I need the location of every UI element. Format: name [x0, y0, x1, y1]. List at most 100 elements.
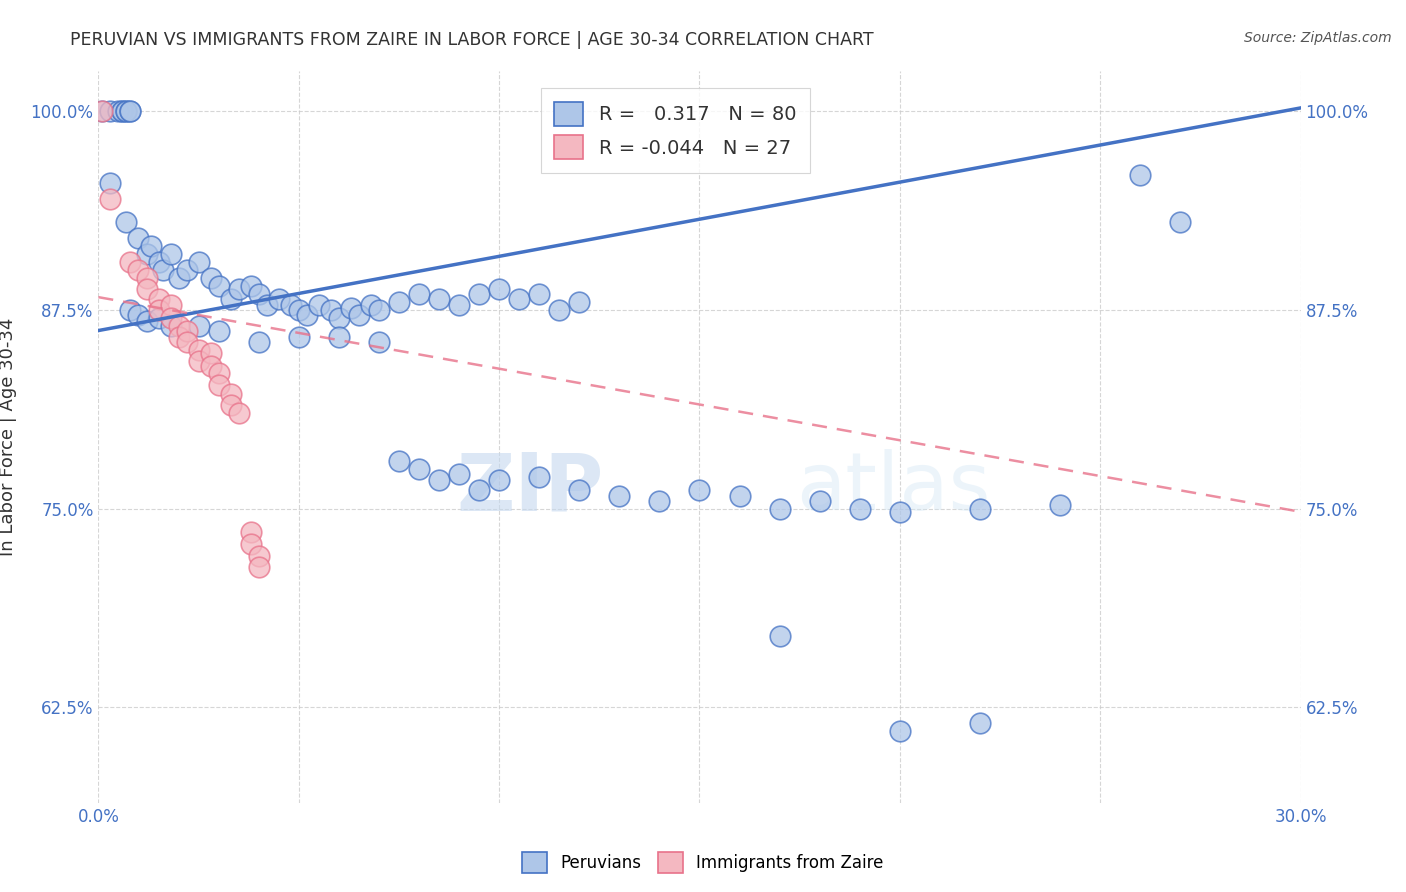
- Point: [159, 310, 181, 325]
- Legend: R =   0.317   N = 80, R = -0.044   N = 27: R = 0.317 N = 80, R = -0.044 N = 27: [541, 88, 810, 173]
- Point: [889, 724, 911, 739]
- Point: [808, 493, 831, 508]
- Point: [148, 310, 170, 325]
- Point: [135, 271, 157, 285]
- Point: [239, 279, 262, 293]
- Point: [152, 263, 174, 277]
- Point: [115, 215, 138, 229]
- Point: [200, 271, 222, 285]
- Point: [100, 176, 122, 190]
- Legend: Peruvians, Immigrants from Zaire: Peruvians, Immigrants from Zaire: [516, 846, 890, 880]
- Point: [288, 302, 311, 317]
- Point: [239, 536, 262, 550]
- Point: [568, 483, 591, 497]
- Point: [529, 287, 551, 301]
- Point: [208, 279, 231, 293]
- Point: [568, 294, 591, 309]
- Point: [115, 104, 138, 119]
- Point: [1129, 168, 1152, 182]
- Point: [187, 318, 209, 333]
- Point: [120, 104, 142, 119]
- Point: [187, 343, 209, 357]
- Point: [388, 454, 411, 468]
- Point: [100, 104, 122, 119]
- Point: [508, 292, 530, 306]
- Point: [159, 318, 181, 333]
- Point: [1049, 499, 1071, 513]
- Point: [488, 282, 510, 296]
- Point: [219, 387, 242, 401]
- Text: atlas: atlas: [796, 450, 990, 527]
- Point: [427, 292, 450, 306]
- Point: [347, 308, 370, 322]
- Point: [769, 501, 792, 516]
- Point: [135, 247, 157, 261]
- Point: [609, 489, 631, 503]
- Point: [468, 483, 491, 497]
- Point: [111, 104, 134, 119]
- Point: [135, 314, 157, 328]
- Point: [228, 282, 250, 296]
- Point: [208, 367, 231, 381]
- Text: PERUVIAN VS IMMIGRANTS FROM ZAIRE IN LABOR FORCE | AGE 30-34 CORRELATION CHART: PERUVIAN VS IMMIGRANTS FROM ZAIRE IN LAB…: [70, 31, 875, 49]
- Point: [128, 231, 150, 245]
- Text: Source: ZipAtlas.com: Source: ZipAtlas.com: [1244, 31, 1392, 45]
- Point: [360, 298, 382, 312]
- Point: [120, 104, 142, 119]
- Point: [148, 292, 170, 306]
- Point: [328, 330, 350, 344]
- Point: [167, 318, 190, 333]
- Point: [247, 334, 270, 349]
- Point: [200, 359, 222, 373]
- Point: [256, 298, 278, 312]
- Point: [969, 716, 991, 731]
- Point: [139, 239, 162, 253]
- Point: [176, 334, 198, 349]
- Point: [239, 525, 262, 540]
- Point: [219, 292, 242, 306]
- Point: [208, 324, 231, 338]
- Point: [219, 398, 242, 412]
- Point: [148, 302, 170, 317]
- Point: [111, 104, 134, 119]
- Point: [280, 298, 302, 312]
- Point: [91, 104, 114, 119]
- Point: [689, 483, 711, 497]
- Point: [247, 549, 270, 564]
- Point: [408, 287, 430, 301]
- Point: [648, 493, 671, 508]
- Point: [91, 104, 114, 119]
- Text: ZIP: ZIP: [456, 450, 603, 527]
- Point: [247, 560, 270, 574]
- Point: [319, 302, 342, 317]
- Point: [115, 104, 138, 119]
- Point: [176, 263, 198, 277]
- Point: [728, 489, 751, 503]
- Point: [368, 302, 391, 317]
- Point: [267, 292, 290, 306]
- Point: [148, 255, 170, 269]
- Point: [187, 255, 209, 269]
- Point: [159, 298, 181, 312]
- Point: [228, 406, 250, 420]
- Point: [120, 255, 142, 269]
- Point: [529, 470, 551, 484]
- Point: [167, 271, 190, 285]
- Point: [159, 247, 181, 261]
- Point: [200, 346, 222, 360]
- Point: [328, 310, 350, 325]
- Point: [849, 501, 872, 516]
- Point: [548, 302, 571, 317]
- Point: [408, 462, 430, 476]
- Point: [308, 298, 330, 312]
- Point: [128, 308, 150, 322]
- Point: [247, 287, 270, 301]
- Point: [176, 324, 198, 338]
- Point: [769, 629, 792, 643]
- Point: [187, 353, 209, 368]
- Point: [488, 473, 510, 487]
- Point: [167, 330, 190, 344]
- Point: [447, 298, 470, 312]
- Y-axis label: In Labor Force | Age 30-34: In Labor Force | Age 30-34: [0, 318, 17, 557]
- Point: [107, 104, 129, 119]
